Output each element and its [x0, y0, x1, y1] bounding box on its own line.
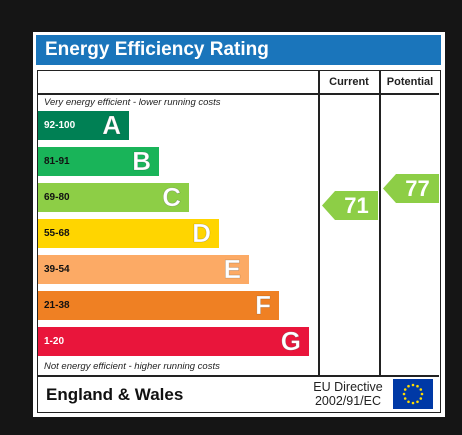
current-rating-arrow [322, 191, 378, 220]
band-f: 21-38 F [38, 290, 279, 321]
region-label: England & Wales [46, 385, 184, 404]
band-a: 92-100 A [38, 110, 129, 141]
eu-flag-icon [393, 379, 433, 409]
band-letter: B [132, 146, 151, 177]
band-letter: C [162, 182, 181, 213]
band-letter: F [255, 290, 271, 321]
flag-star [411, 401, 415, 405]
band-range: 55-68 [44, 228, 70, 239]
flag-star [407, 384, 410, 388]
header-divider [38, 93, 439, 95]
potential-rating-arrow [383, 174, 439, 203]
band-d: 55-68 D [38, 218, 219, 249]
band-e: 39-54 E [38, 254, 249, 285]
band-range: 92-100 [44, 120, 76, 131]
potential-rating-value: 77 [405, 176, 430, 201]
bottom-caption: Not energy efficient - higher running co… [44, 361, 220, 372]
top-caption: Very energy efficient - lower running co… [44, 97, 221, 108]
flag-star [402, 392, 406, 396]
eu-flag-stars [402, 383, 424, 405]
energy-rating-card: Energy Efficiency Rating Current Potenti… [33, 32, 445, 417]
band-range: 21-38 [44, 300, 70, 311]
flag-star [416, 400, 419, 404]
current-column-divider [318, 71, 320, 375]
flag-star [407, 400, 410, 404]
band-letter: G [280, 326, 301, 357]
directive-line-2: 2002/91/EC [314, 394, 382, 408]
flag-star [416, 384, 419, 388]
flag-star [419, 397, 423, 400]
eu-directive: EU Directive 2002/91/EC [306, 380, 390, 408]
flag-star [403, 388, 407, 391]
band-c: 69-80 C [38, 182, 189, 213]
band-range: 81-91 [44, 156, 70, 167]
rating-grid: Current Potential Very energy efficient … [37, 70, 441, 413]
potential-column-header: Potential [386, 76, 434, 88]
band-b: 81-91 B [38, 146, 159, 177]
flag-star [411, 383, 415, 387]
flag-star [419, 388, 423, 391]
band-letter: D [192, 218, 211, 249]
flag-star [403, 397, 407, 400]
chart-title: Energy Efficiency Rating [36, 35, 441, 65]
band-letter: A [102, 110, 121, 141]
band-range: 69-80 [44, 192, 70, 203]
band-g: 1-20 G [38, 326, 309, 357]
directive-line-1: EU Directive [313, 380, 383, 394]
flag-star [420, 392, 424, 396]
potential-column-divider [379, 71, 381, 375]
band-letter: E [223, 254, 241, 285]
footer-divider [38, 375, 439, 377]
band-range: 1-20 [44, 336, 65, 347]
current-column-header: Current [329, 76, 369, 88]
current-rating-value: 71 [344, 193, 369, 218]
band-range: 39-54 [44, 264, 70, 275]
